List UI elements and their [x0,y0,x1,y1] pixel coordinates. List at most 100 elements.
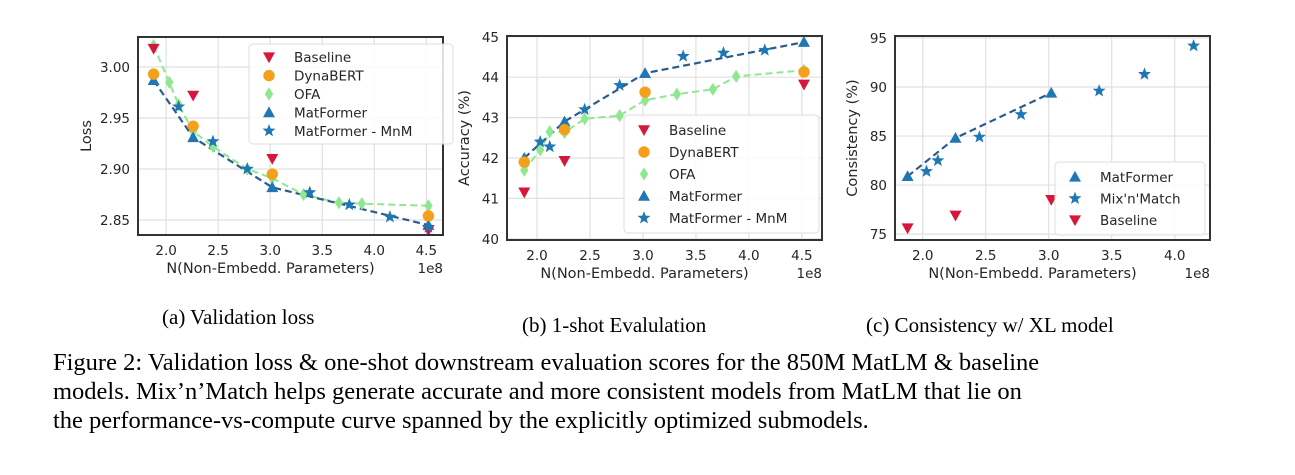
legend-label: MatFormer [669,189,743,205]
legend-item: OFA [264,87,321,103]
x-tick-label: 3.0 [259,243,280,259]
x-tick-label: 4.0 [738,248,759,264]
series-baseline [147,43,435,237]
data-point [187,90,200,102]
legend-item: MatFormer - MnM [262,123,412,140]
plot-frame [506,35,823,241]
series-mix-n-match [920,38,1201,177]
legend-marker-icon [264,87,274,101]
legend: Baseline DynaBERT OFA MatFormer MatFormer - … [623,114,820,234]
data-point [613,78,627,91]
legend-box [248,43,454,145]
series-dynabert [147,68,435,222]
series-baseline [518,79,810,199]
data-point [1045,194,1058,206]
x-axis-label: N(Non-Embedd. Parameters) [540,266,748,282]
y-tick-label: 2.95 [100,111,130,127]
subcaption-b: (b) 1-shot Evalulation [522,313,707,337]
data-point [798,66,810,78]
legend-item: Baseline [638,123,726,139]
x-tick-label: 4.5 [791,248,812,264]
legend-label: Mix'n'Match [1100,192,1181,208]
legend-marker-icon [263,106,275,118]
data-point [972,130,986,143]
legend-marker-icon [638,125,650,136]
legend-label: DynaBERT [669,145,739,161]
data-point [543,139,557,153]
y-tick-label: 42 [482,151,499,167]
data-point [797,36,810,47]
subcaption-a: (a) Validation loss [162,305,315,329]
series-matformer-mnm [533,43,772,153]
series-matformer-mnm [172,99,435,233]
legend-label: OFA [669,167,696,183]
data-point [520,163,529,177]
data-point [383,210,397,223]
legend-item: MatFormer [1069,170,1174,186]
legend-item: Baseline [1069,213,1157,229]
y-tick-label: 41 [482,191,499,207]
chart-b: 2.0 2.5 3.0 3.5 4.0 4.5 40 41 42 43 44 45 N(Non-Embe… [457,30,823,282]
x-tick-label: 3.5 [1101,248,1122,264]
data-point [266,168,278,180]
y-tick-label: 95 [870,31,887,47]
series-dynabert [518,66,810,168]
y-tick-label: 40 [482,232,499,248]
plot-marks [518,36,810,199]
data-point [639,67,652,78]
y-tick-label: 43 [482,111,499,127]
x-tick-label: 2.5 [579,248,600,264]
legend-item: DynaBERT [263,69,364,85]
data-point [535,143,545,157]
x-tick-label: 2.0 [526,248,547,264]
legend-marker-icon [262,123,276,137]
legend-label: MatFormer - MnM [669,211,787,227]
y-axis-label: Consistency (%) [845,79,861,196]
plot-marks [147,38,435,237]
legend-marker-icon [1069,215,1081,227]
y-tick-label: 2.90 [100,162,130,178]
data-point [1137,67,1151,80]
legend-item: MatFormer [638,189,743,205]
x-axis-label: N(Non-Embedd. Parameters) [166,261,374,277]
x-tick-label: 3.0 [632,248,653,264]
y-tick-label: 90 [870,80,887,96]
legend-item: Mix'n'Match [1068,192,1181,208]
data-point [1092,84,1106,97]
legend-marker-icon [638,190,650,201]
legend-item: MatFormer - MnM [637,211,787,227]
data-point [172,99,186,113]
figure: 2.0 2.5 3.0 3.5 4.0 4.5 2.85 2.90 2.95 3.00 N(Non-… [79,30,1211,282]
data-point [422,225,435,237]
y-tick-label: 44 [482,70,499,86]
legend-label: MatFormer [294,105,368,121]
data-point [901,223,914,235]
data-point [518,156,530,168]
data-point [578,102,592,116]
data-point [187,131,200,143]
data-point [266,153,279,165]
x-tick-label: 2.0 [912,248,933,264]
legend-marker-icon [1069,170,1081,182]
data-point [240,162,254,175]
y-tick-label: 3.00 [100,60,130,76]
figure-caption: Figure 2: Validation loss & one-shot dow… [53,348,1253,435]
plot-marks [901,38,1201,235]
x-tick-label: 3.0 [1038,248,1059,264]
legend-item: OFA [639,167,696,183]
data-point [1045,86,1058,98]
y-tick-label: 75 [870,227,887,243]
data-point [716,46,730,59]
data-point [518,187,531,199]
data-point [165,75,174,89]
data-point [931,153,945,167]
data-point [1014,107,1028,120]
caption-line-2: models. Mix’n’Match helps generate accur… [53,378,1022,405]
x-offset-label: 1e8 [797,266,822,282]
legend: Baseline DynaBERT OFA MatFormer MatFormer - … [248,43,454,145]
data-point [303,185,317,198]
data-point [949,210,962,222]
y-tick-label: 85 [870,129,887,145]
legend-label: Baseline [669,123,726,139]
data-point [424,199,433,213]
